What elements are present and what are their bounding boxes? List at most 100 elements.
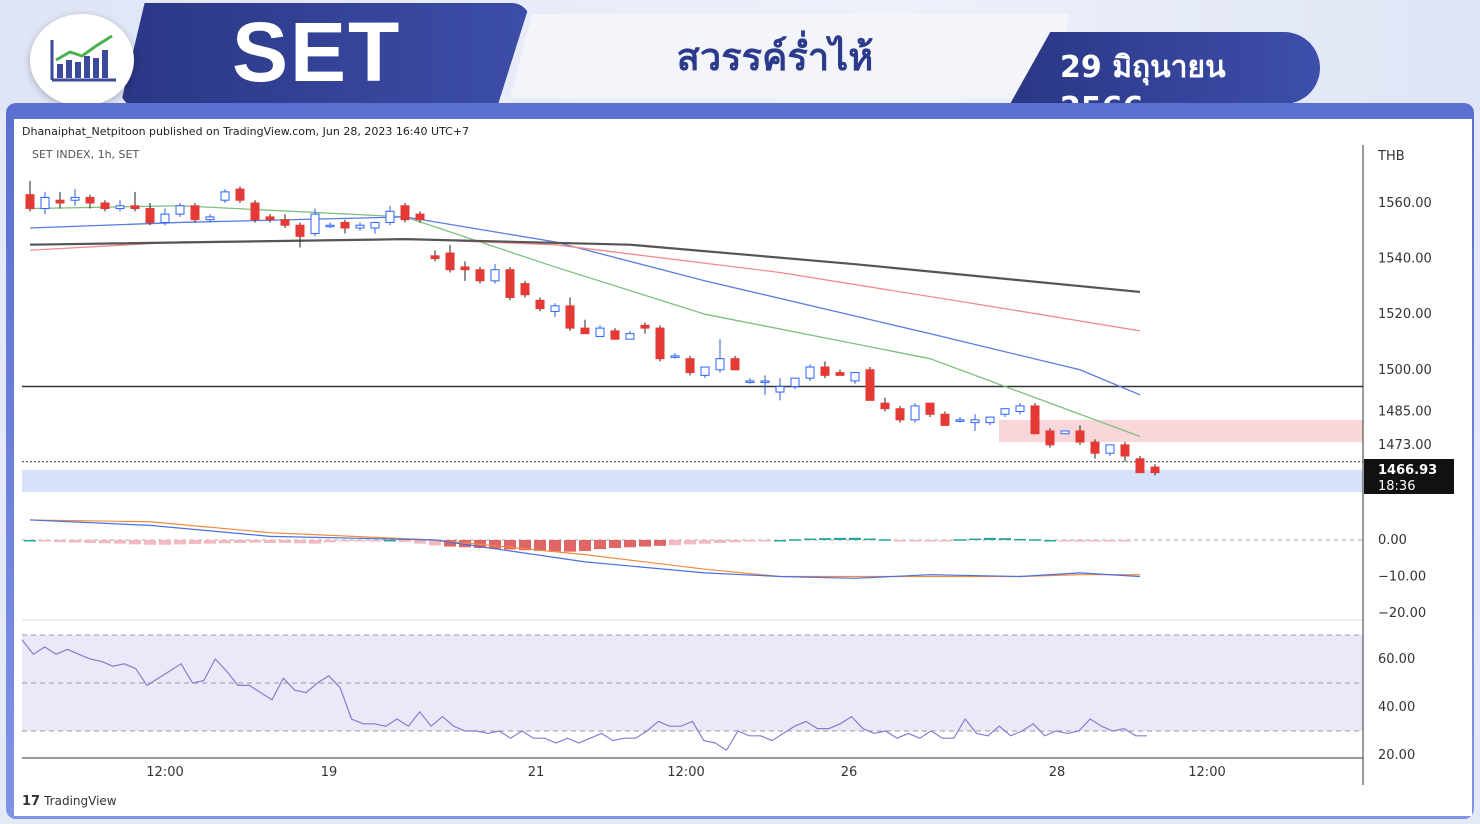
support-zone xyxy=(22,469,1363,493)
candle xyxy=(535,297,545,312)
macd-hist-bar xyxy=(939,540,951,542)
candle xyxy=(865,367,875,401)
macd-hist-bar xyxy=(189,540,201,545)
macd-hist-bar xyxy=(144,540,156,545)
resistance-zone xyxy=(999,419,1363,443)
macd-hist-bar xyxy=(1089,540,1101,542)
candle-body xyxy=(310,213,320,235)
time-tick-label: 19 xyxy=(321,765,338,780)
macd-hist-bar xyxy=(639,540,651,547)
candle-body xyxy=(490,269,500,282)
candle-body xyxy=(685,358,695,374)
candle-body xyxy=(430,255,440,260)
candle xyxy=(340,219,350,234)
candle xyxy=(850,372,860,384)
candle-body xyxy=(160,213,170,223)
macd-hist-bar xyxy=(219,540,231,544)
candle xyxy=(1090,439,1100,459)
date-ribbon xyxy=(1010,32,1320,104)
candle xyxy=(310,208,320,237)
macd-hist-bar xyxy=(1119,540,1131,542)
candle xyxy=(745,378,755,384)
macd-hist-bar xyxy=(264,540,276,543)
candle-body xyxy=(175,205,185,215)
candle xyxy=(775,378,785,401)
candle-body xyxy=(325,224,335,228)
macd-hist-bar xyxy=(1044,540,1056,542)
candle xyxy=(70,189,80,206)
macd-hist-bar xyxy=(354,540,366,542)
currency-label: THB xyxy=(1377,149,1405,164)
macd-hist-bar xyxy=(954,539,966,541)
macd-hist-bar xyxy=(1074,540,1086,542)
candle-body xyxy=(70,196,80,201)
candle-body xyxy=(520,283,530,296)
macd-hist-bar xyxy=(909,540,921,542)
macd-hist-bar xyxy=(1029,539,1041,541)
macd-hist-bar xyxy=(459,540,471,548)
candle-body xyxy=(220,191,230,201)
macd-hist-bar xyxy=(519,540,531,551)
candle xyxy=(370,221,380,234)
candle-body xyxy=(400,205,410,221)
macd-hist-bar xyxy=(309,540,321,544)
macd-hist-bar xyxy=(699,540,711,544)
candle-body xyxy=(910,405,920,421)
candle xyxy=(175,203,185,217)
candle xyxy=(1135,455,1145,474)
candle xyxy=(955,417,965,423)
time-tick-label: 28 xyxy=(1049,765,1066,780)
candle xyxy=(100,200,110,212)
symbol-label: SET INDEX, 1h, SET xyxy=(32,148,140,161)
macd-hist-bar xyxy=(504,540,516,550)
price-tick-label: 1540.00 xyxy=(1378,252,1432,267)
time-tick-label: 12:00 xyxy=(146,765,183,780)
candle xyxy=(640,322,650,334)
price-tick-label: 1560.00 xyxy=(1378,196,1432,211)
time-tick-label: 21 xyxy=(528,765,545,780)
candle xyxy=(1105,444,1115,456)
candle-body xyxy=(850,372,860,382)
candle-body xyxy=(865,369,875,401)
candle xyxy=(925,402,935,418)
macd-hist-bar xyxy=(99,540,111,544)
candle-body xyxy=(1000,408,1010,415)
macd-hist-bar xyxy=(774,540,786,542)
candle xyxy=(880,397,890,412)
candle xyxy=(1060,430,1070,435)
macd-tick-label: −20.00 xyxy=(1378,606,1426,621)
macd-hist-bar xyxy=(159,540,171,545)
macd-hist-bar xyxy=(864,538,876,541)
candle xyxy=(250,200,260,223)
candle-body xyxy=(460,266,470,271)
candle-body xyxy=(670,355,680,358)
macd-hist-bar xyxy=(624,540,636,548)
candle-body xyxy=(730,358,740,371)
candle xyxy=(895,405,905,423)
candle-body xyxy=(790,377,800,387)
rsi-tick-label: 40.00 xyxy=(1378,700,1415,715)
candle xyxy=(1000,408,1010,418)
macd-hist-bar xyxy=(849,537,861,540)
ema-line xyxy=(29,205,1141,438)
countdown-label: 18:36 xyxy=(1378,479,1415,494)
candle xyxy=(595,325,605,337)
candle xyxy=(85,194,95,209)
candle-body xyxy=(385,210,395,223)
price-tick-label: 1485.00 xyxy=(1378,405,1432,420)
candle xyxy=(385,205,395,226)
candle xyxy=(235,186,245,203)
candle-body xyxy=(775,385,785,393)
time-tick-label: 12:00 xyxy=(1188,765,1225,780)
candle xyxy=(520,280,530,298)
candle xyxy=(355,222,365,231)
candle-body xyxy=(40,196,50,210)
candle xyxy=(655,325,665,362)
macd-hist-bar xyxy=(594,540,606,550)
macd-hist-bar xyxy=(669,540,681,546)
page-subtitle: สวรรค์ร่ำไห้ xyxy=(676,35,874,79)
last-price-badge xyxy=(1364,459,1454,494)
candle xyxy=(715,339,725,373)
candle-body xyxy=(745,380,755,383)
